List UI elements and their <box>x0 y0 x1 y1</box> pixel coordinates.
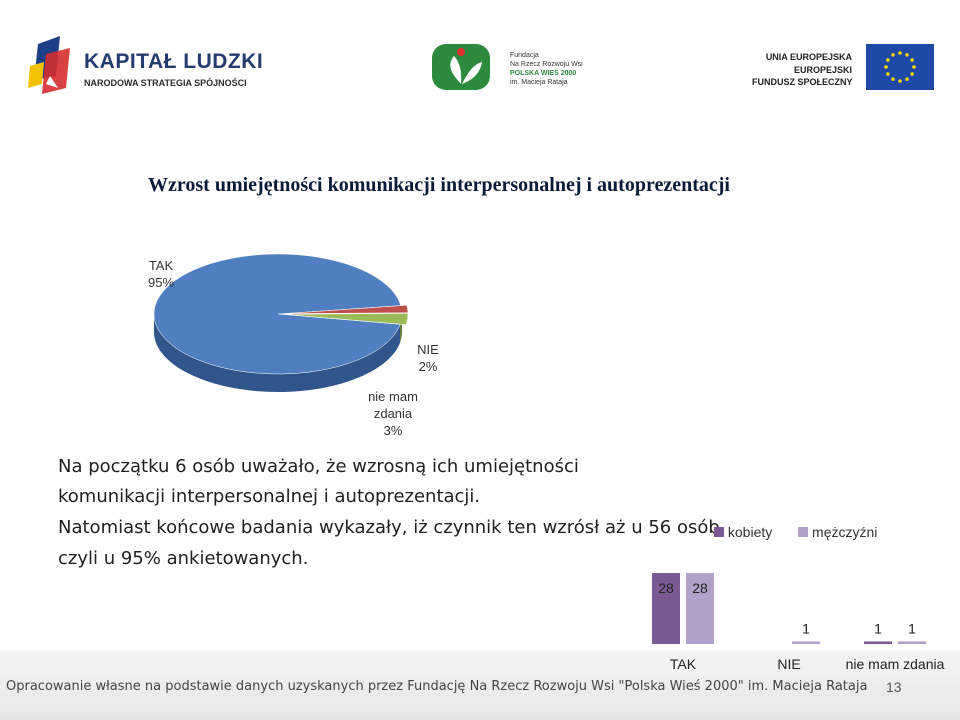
bar-1-1 <box>792 641 820 644</box>
eu-star-icon <box>905 53 909 57</box>
paragraph-line-3: Natomiast końcowe badania wykazały, iż c… <box>58 517 726 538</box>
eu-flag-icon <box>866 44 934 90</box>
bar-1-2 <box>898 641 926 644</box>
bar-0-0 <box>652 573 680 644</box>
kapital-ludzki-logo: KAPITAŁ LUDZKI NARODOWA STRATEGIA SPÓJNO… <box>26 36 266 102</box>
legend-swatch-kobiety <box>714 527 724 537</box>
eu-star-icon <box>910 58 914 62</box>
bar-category-label-1: NIE <box>777 656 801 672</box>
pie-label-nie-mam-line2: zdania <box>373 406 413 421</box>
pie-label-tak: TAK 95% <box>134 257 188 291</box>
pie-label-tak-name: TAK <box>148 258 174 273</box>
bar-category-label-2: nie mam zdania <box>845 656 945 672</box>
eu-star-icon <box>898 79 902 83</box>
eu-star-icon <box>886 72 890 76</box>
pie-label-nie-mam-line1: nie mam <box>368 389 418 404</box>
footer-band <box>0 650 960 720</box>
eu-star-icon <box>898 51 902 55</box>
pie-label-tak-value: 95% <box>147 275 175 290</box>
slide-title: Wzrost umiejętności komunikacji interper… <box>148 174 730 196</box>
pie-slice-2 <box>283 313 409 325</box>
paragraph-line-2: komunikacji interpersonalnej i autopreze… <box>58 486 481 507</box>
bar-legend: kobiety mężczyźni <box>714 524 877 540</box>
pie-label-nie: NIE 2% <box>406 341 450 375</box>
fundacja-line3: POLSKA WIEŚ 2000 <box>510 70 577 77</box>
eu-line1: UNIA EUROPEJSKA <box>765 52 852 62</box>
kapital-ludzki-emblem-icon <box>28 36 70 94</box>
eu-star-icon <box>912 65 916 69</box>
eu-logo: UNIA EUROPEJSKA EUROPEJSKI FUNDUSZ SPOŁE… <box>752 44 936 92</box>
pie-label-nie-mam-value: 3% <box>383 423 403 438</box>
paragraph-line-1: Na początku 6 osób uważało, że wzrosną i… <box>58 456 579 477</box>
legend-label-kobiety: kobiety <box>727 524 773 540</box>
bar-value-label-1-2: 1 <box>908 620 916 636</box>
pie-slice-0 <box>153 253 402 375</box>
fundacja-leaf-icon <box>432 44 490 90</box>
legend-label-mezczyzni: mężczyźni <box>812 524 878 540</box>
paragraph-line-4: czyli u 95% ankietowanych. <box>58 548 309 569</box>
legend-swatch-mezczyzni <box>798 527 809 537</box>
page-number: 13 <box>886 679 902 695</box>
fundacja-line2: Na Rzecz Rozwoju Wsi <box>510 61 583 68</box>
footer-source: Opracowanie własne na podstawie danych u… <box>6 679 868 694</box>
pie-slice-1 <box>283 304 409 314</box>
kapital-ludzki-title: KAPITAŁ LUDZKI <box>84 50 264 73</box>
bar-value-label-1-1: 1 <box>802 620 810 636</box>
bar-value-label-0-2: 1 <box>874 620 882 636</box>
bar-category-label-0: TAK <box>669 656 697 672</box>
eu-star-icon <box>905 77 909 81</box>
pie-label-nie-name: NIE <box>417 342 439 357</box>
pie-label-nie-value: 2% <box>418 359 438 374</box>
pie-label-nie-mam-zdania: nie mam zdania 3% <box>358 388 428 439</box>
eu-star-icon <box>884 65 888 69</box>
bar-1-0 <box>686 573 714 644</box>
eu-star-icon <box>886 58 890 62</box>
bar-chart: 28 28 1 1 1 <box>652 573 926 644</box>
pie-slice-side <box>154 314 401 392</box>
bar-category-labels: TAK NIE nie mam zdania <box>640 656 960 676</box>
pie-chart <box>153 253 409 392</box>
eu-star-icon <box>891 53 895 57</box>
fundacja-logo: Fundacja Na Rzecz Rozwoju Wsi POLSKA WIE… <box>432 44 592 94</box>
eu-line2: EUROPEJSKI <box>793 65 852 75</box>
eu-star-icon <box>891 77 895 81</box>
eu-line3: FUNDUSZ SPOŁECZNY <box>752 77 853 87</box>
fundacja-line4: im. Macieja Rataja <box>510 79 568 86</box>
bar-0-2 <box>864 641 892 644</box>
kapital-ludzki-subtitle: NARODOWA STRATEGIA SPÓJNOŚCI <box>84 78 247 88</box>
fundacja-line1: Fundacja <box>510 52 539 59</box>
eu-star-icon <box>910 72 914 76</box>
bar-value-label-1-0: 28 <box>692 580 708 596</box>
bar-value-label-0-0: 28 <box>658 580 674 596</box>
